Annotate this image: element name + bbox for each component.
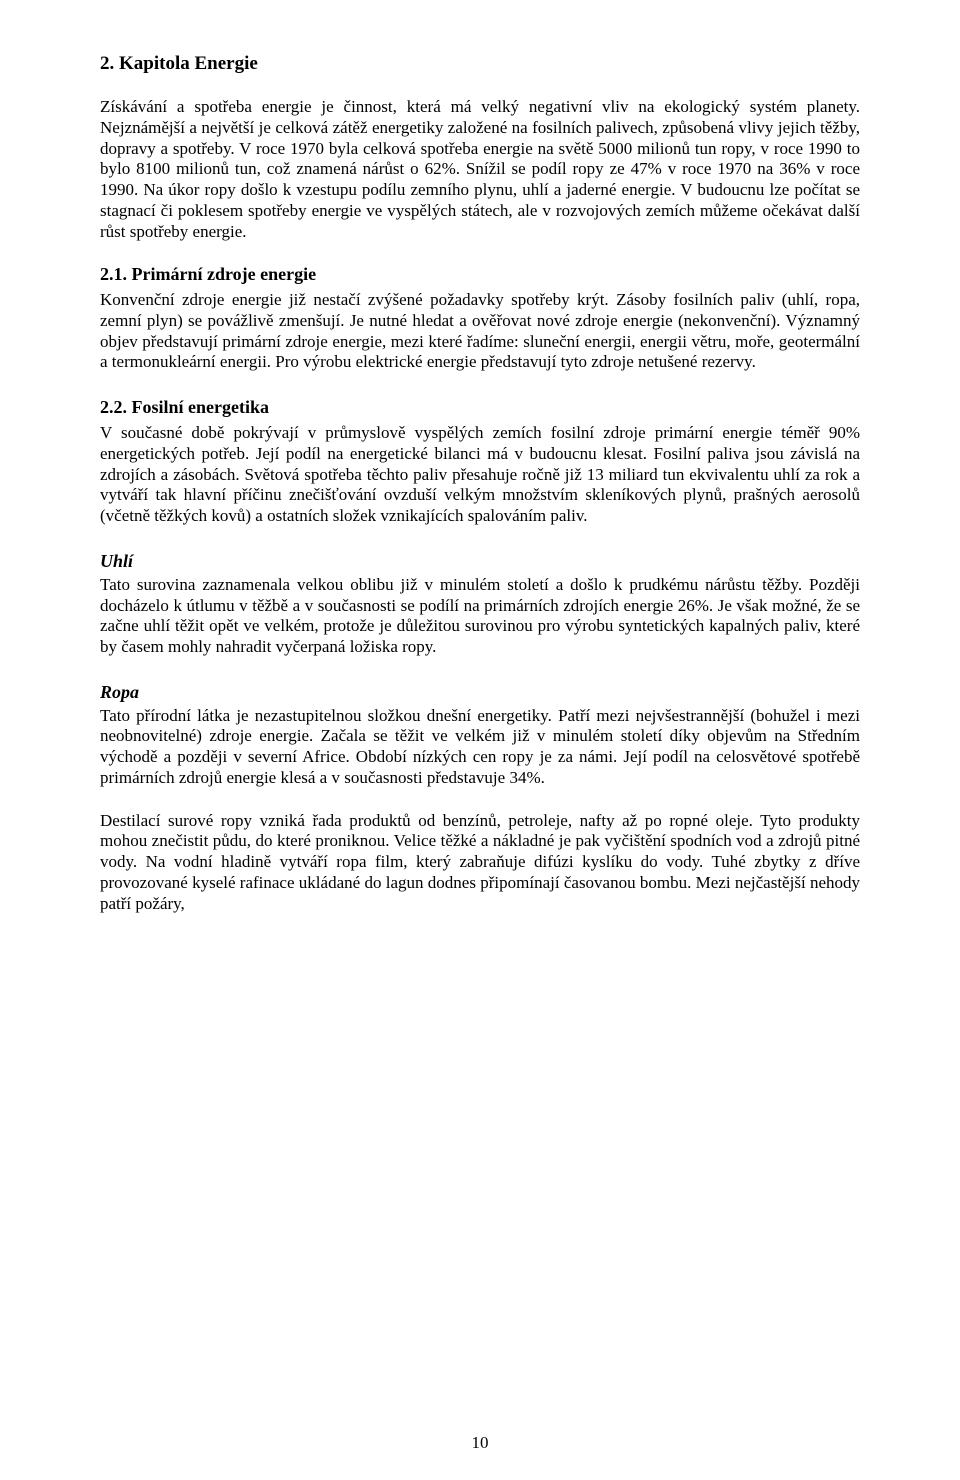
section-uhli: Uhlí Tato surovina zaznamenala velkou ob… [100,551,860,658]
section-title-primarni: 2.1. Primární zdroje energie [100,264,860,286]
section-body-primarni: Konvenční zdroje energie již nestačí zvý… [100,290,860,373]
section-body-ropa-2: Destilací surové ropy vzniká řada produk… [100,811,860,915]
chapter-intro: Získávání a spotřeba energie je činnost,… [100,97,860,242]
section-title-uhli: Uhlí [100,551,860,573]
section-title-ropa: Ropa [100,682,860,704]
section-title-fosilni: 2.2. Fosilní energetika [100,397,860,419]
section-body-uhli: Tato surovina zaznamenala velkou oblibu … [100,575,860,658]
chapter-title: 2. Kapitola Energie [100,52,860,75]
section-primarni: 2.1. Primární zdroje energie Konvenční z… [100,264,860,373]
section-body-ropa-1: Tato přírodní látka je nezastupitelnou s… [100,706,860,789]
document-page: 2. Kapitola Energie Získávání a spotřeba… [0,0,960,1480]
section-fosilni: 2.2. Fosilní energetika V současné době … [100,397,860,527]
page-number: 10 [0,1433,960,1454]
section-ropa: Ropa Tato přírodní látka je nezastupitel… [100,682,860,915]
section-body-fosilni: V současné době pokrývají v průmyslově v… [100,423,860,527]
